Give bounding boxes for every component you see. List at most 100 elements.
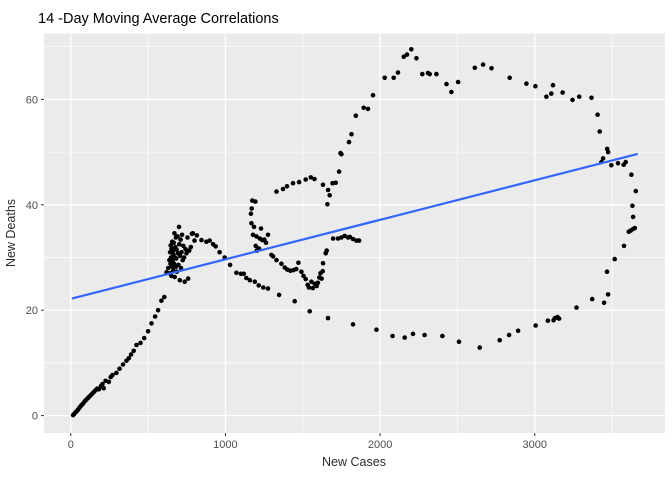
data-point	[290, 180, 296, 186]
data-point	[234, 270, 239, 276]
y-axis-tick-labels: 0 20 40 60	[26, 94, 38, 422]
data-point	[633, 188, 639, 194]
data-point	[190, 231, 196, 236]
data-point	[605, 149, 611, 155]
y-tick-label: 20	[26, 305, 38, 317]
data-point	[570, 97, 575, 103]
data-point	[325, 187, 331, 193]
data-point	[349, 131, 354, 137]
data-point	[632, 225, 638, 231]
data-point	[134, 342, 139, 348]
data-point	[294, 266, 299, 272]
data-point	[395, 70, 401, 75]
data-point	[402, 335, 408, 340]
data-point	[165, 265, 171, 271]
data-point	[456, 339, 462, 345]
data-point	[131, 348, 136, 354]
data-point	[440, 333, 445, 339]
x-tick-label: 2000	[368, 439, 392, 451]
data-point	[404, 52, 410, 57]
y-tick-label: 60	[26, 94, 38, 106]
data-point	[390, 333, 395, 339]
data-point	[252, 279, 258, 285]
data-point	[320, 182, 326, 188]
data-point	[301, 273, 306, 279]
data-point	[309, 279, 314, 285]
x-axis-ticks	[70, 433, 536, 436]
data-point	[159, 298, 164, 304]
data-point	[110, 372, 115, 378]
data-point	[296, 260, 301, 266]
data-point	[258, 226, 264, 231]
data-point	[244, 275, 249, 281]
data-point	[325, 315, 331, 321]
data-point	[449, 89, 454, 95]
data-point	[256, 283, 262, 288]
data-point	[152, 314, 158, 319]
data-point	[621, 243, 627, 249]
data-point	[199, 237, 204, 243]
data-point	[612, 256, 617, 262]
data-point	[126, 355, 132, 361]
data-point	[409, 47, 414, 52]
data-point	[120, 362, 126, 367]
data-point	[100, 381, 105, 387]
data-point	[320, 261, 326, 266]
data-point	[370, 92, 376, 98]
data-point	[576, 94, 582, 99]
data-point	[128, 352, 134, 357]
data-point	[589, 296, 595, 302]
data-point	[253, 199, 258, 204]
data-point	[533, 323, 538, 328]
data-point	[241, 271, 246, 277]
data-point	[545, 318, 551, 324]
data-point	[410, 331, 416, 337]
data-point	[615, 160, 621, 166]
data-point	[327, 193, 333, 198]
data-point	[176, 224, 182, 230]
data-point	[549, 91, 554, 96]
data-point	[274, 189, 279, 194]
y-tick-label: 0	[32, 411, 38, 423]
data-point	[280, 186, 286, 192]
data-point	[489, 66, 494, 71]
data-point	[609, 163, 614, 168]
data-point	[254, 234, 259, 239]
data-point	[247, 277, 253, 283]
data-point	[320, 268, 326, 274]
data-point	[179, 249, 184, 255]
data-point	[170, 248, 176, 254]
data-point	[623, 159, 628, 165]
data-point	[427, 71, 433, 77]
x-axis-title: New Cases	[322, 455, 386, 469]
data-point	[480, 62, 486, 67]
data-point	[172, 231, 177, 236]
data-point	[248, 211, 254, 216]
data-point	[630, 214, 636, 220]
data-point	[178, 265, 184, 271]
data-point	[515, 328, 521, 334]
data-point	[155, 307, 161, 313]
data-point	[339, 151, 344, 157]
data-point	[249, 220, 254, 226]
data-point	[177, 242, 182, 247]
data-point	[361, 105, 367, 111]
data-point	[601, 300, 607, 306]
data-point	[560, 90, 565, 95]
data-point	[312, 176, 317, 182]
data-point	[472, 65, 478, 71]
data-point	[185, 276, 191, 281]
data-point	[175, 234, 180, 239]
y-axis-ticks	[41, 98, 44, 417]
data-point	[173, 256, 179, 261]
data-point	[183, 246, 188, 252]
data-point	[497, 337, 503, 343]
data-point	[382, 75, 388, 81]
data-point	[325, 202, 330, 207]
data-point	[265, 232, 271, 238]
data-point	[177, 277, 183, 283]
data-point	[174, 247, 179, 252]
data-point	[333, 180, 339, 185]
data-point	[172, 274, 177, 280]
